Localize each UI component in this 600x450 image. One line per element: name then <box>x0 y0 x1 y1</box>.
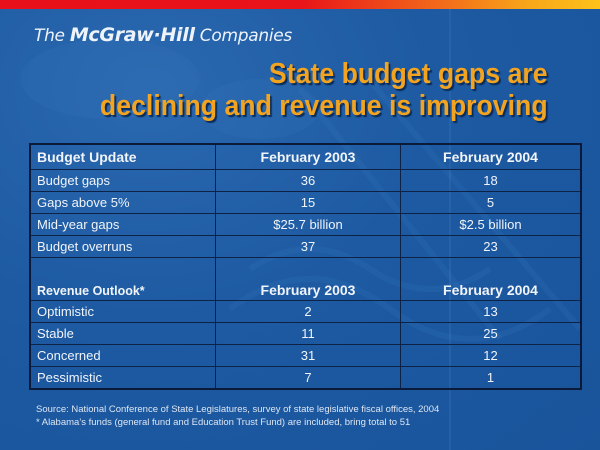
data-table: Budget Update February 2003 February 200… <box>29 143 582 390</box>
header-feb-2003: February 2003 <box>215 257 401 301</box>
budget-header-row: Budget Update February 2003 February 200… <box>29 143 582 170</box>
row-label: Budget overruns <box>29 235 216 258</box>
header-feb-2003: February 2003 <box>215 143 401 170</box>
value-feb-2004: 13 <box>400 300 582 323</box>
row-label: Mid-year gaps <box>29 213 216 236</box>
value-feb-2003: 2 <box>215 300 401 323</box>
top-accent-bar <box>0 0 600 9</box>
value-feb-2004: 23 <box>400 235 582 258</box>
logo-brand: McGraw·Hill <box>69 24 195 46</box>
value-feb-2004: 18 <box>400 169 582 192</box>
header-feb-2004: February 2004 <box>400 143 582 170</box>
value-feb-2004: 5 <box>400 191 582 214</box>
value-feb-2003: 11 <box>215 322 401 345</box>
value-feb-2004: 12 <box>400 344 582 367</box>
logo-prefix: The <box>34 26 70 46</box>
value-feb-2003: 7 <box>215 366 401 390</box>
table-row: Gaps above 5% 15 5 <box>29 191 582 214</box>
value-feb-2003: 31 <box>215 344 401 367</box>
title-line-2: declining and revenue is improving <box>100 90 548 122</box>
footnotes: Source: National Conference of State Leg… <box>36 403 439 429</box>
value-feb-2003: 36 <box>215 169 401 192</box>
row-label: Pessimistic <box>29 366 216 390</box>
row-label: Optimistic <box>29 300 216 323</box>
asterisk-note: * Alabama’s funds (general fund and Educ… <box>36 417 411 428</box>
table-row: Optimistic 2 13 <box>29 300 582 323</box>
value-feb-2004: 25 <box>400 322 582 345</box>
company-logo: The McGraw·Hill Companies <box>34 24 292 46</box>
table-row: Budget overruns 37 23 <box>29 235 582 258</box>
revenue-header-row: Revenue Outlook* February 2003 February … <box>29 257 582 301</box>
title-line-1: State budget gaps are <box>269 58 548 90</box>
logo-suffix: Companies <box>194 26 292 46</box>
table-row: Stable 11 25 <box>29 322 582 345</box>
header-feb-2004: February 2004 <box>400 257 582 301</box>
value-feb-2004: 1 <box>400 366 582 390</box>
value-feb-2003: $25.7 billion <box>215 213 401 236</box>
table-row: Pessimistic 7 1 <box>29 366 582 390</box>
value-feb-2003: 37 <box>215 235 401 258</box>
value-feb-2004: $2.5 billion <box>400 213 582 236</box>
slide-title: State budget gaps are declining and reve… <box>100 58 548 122</box>
row-label: Concerned <box>29 344 216 367</box>
row-label: Stable <box>29 322 216 345</box>
row-label: Budget gaps <box>29 169 216 192</box>
row-label: Gaps above 5% <box>29 191 216 214</box>
table-row: Budget gaps 36 18 <box>29 169 582 192</box>
header-budget-update: Budget Update <box>29 143 216 170</box>
value-feb-2003: 15 <box>215 191 401 214</box>
table-row: Mid-year gaps $25.7 billion $2.5 billion <box>29 213 582 236</box>
table-row: Concerned 31 12 <box>29 344 582 367</box>
source-note: Source: National Conference of State Leg… <box>36 404 440 415</box>
header-revenue-outlook: Revenue Outlook* <box>29 257 216 301</box>
